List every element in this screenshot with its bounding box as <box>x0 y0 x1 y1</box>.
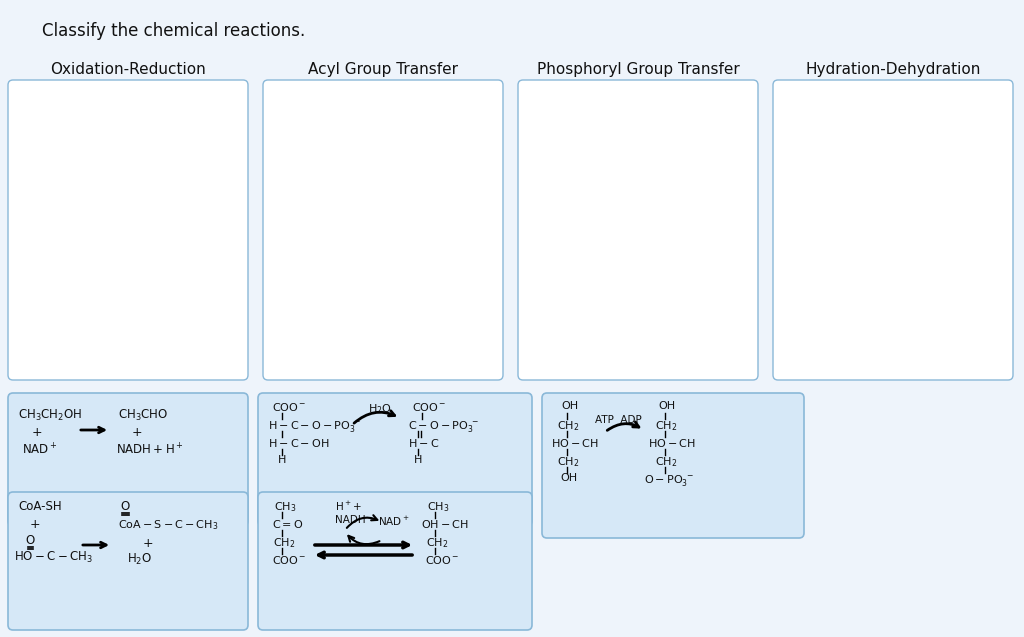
Text: +: + <box>142 537 154 550</box>
FancyBboxPatch shape <box>258 492 532 630</box>
Text: $\mathregular{HO-CH}$: $\mathregular{HO-CH}$ <box>551 437 599 449</box>
Text: $\mathregular{H_2O}$: $\mathregular{H_2O}$ <box>368 402 392 416</box>
FancyBboxPatch shape <box>8 80 248 380</box>
FancyBboxPatch shape <box>258 393 532 526</box>
Text: O: O <box>121 500 130 513</box>
Text: $\mathregular{COO^-}$: $\mathregular{COO^-}$ <box>272 401 306 413</box>
FancyBboxPatch shape <box>263 80 503 380</box>
Text: $\mathregular{H-C}$: $\mathregular{H-C}$ <box>408 437 439 449</box>
Text: Hydration-Dehydration: Hydration-Dehydration <box>805 62 981 77</box>
Text: $\mathregular{CH_3}$: $\mathregular{CH_3}$ <box>274 500 297 514</box>
Text: OH: OH <box>658 401 675 411</box>
Text: +: + <box>32 426 43 439</box>
Text: +: + <box>30 518 41 531</box>
Text: $\mathregular{CH_3}$: $\mathregular{CH_3}$ <box>427 500 450 514</box>
Text: $\mathregular{HO-CH}$: $\mathregular{HO-CH}$ <box>648 437 696 449</box>
Text: Classify the chemical reactions.: Classify the chemical reactions. <box>42 22 305 40</box>
Text: $\mathregular{CH_3CHO}$: $\mathregular{CH_3CHO}$ <box>118 408 168 423</box>
Text: $\mathregular{H-C-OH}$: $\mathregular{H-C-OH}$ <box>268 437 330 449</box>
Text: $\mathregular{CH_3CH_2OH}$: $\mathregular{CH_3CH_2OH}$ <box>18 408 82 423</box>
Text: $\mathregular{COO^-}$: $\mathregular{COO^-}$ <box>425 554 460 566</box>
Text: Oxidation-Reduction: Oxidation-Reduction <box>50 62 206 77</box>
Text: $\mathregular{HO-C-CH_3}$: $\mathregular{HO-C-CH_3}$ <box>14 550 93 565</box>
Text: H: H <box>278 455 286 465</box>
Text: $\mathregular{NAD^+}$: $\mathregular{NAD^+}$ <box>22 442 57 457</box>
FancyBboxPatch shape <box>8 492 248 630</box>
Text: $\mathregular{H^+}$+: $\mathregular{H^+}$+ <box>335 500 361 513</box>
Text: $\mathregular{NADH + H^+}$: $\mathregular{NADH + H^+}$ <box>116 442 183 457</box>
Text: $\mathregular{COO^-}$: $\mathregular{COO^-}$ <box>412 401 446 413</box>
Text: CoA-SH: CoA-SH <box>18 500 61 513</box>
Text: $\mathregular{NAD^+}$: $\mathregular{NAD^+}$ <box>378 515 410 528</box>
Text: $\mathregular{COO^-}$: $\mathregular{COO^-}$ <box>272 554 306 566</box>
Text: $\mathregular{CoA-S-C-CH_3}$: $\mathregular{CoA-S-C-CH_3}$ <box>118 518 218 532</box>
Text: $\mathregular{CH_2}$: $\mathregular{CH_2}$ <box>655 419 678 433</box>
Text: $\mathregular{O-PO_3^{\ -}}$: $\mathregular{O-PO_3^{\ -}}$ <box>644 473 693 488</box>
Text: $\mathregular{CH_2}$: $\mathregular{CH_2}$ <box>426 536 449 550</box>
Text: Acyl Group Transfer: Acyl Group Transfer <box>308 62 458 77</box>
Text: Phosphoryl Group Transfer: Phosphoryl Group Transfer <box>537 62 739 77</box>
Text: $\mathregular{CH_2}$: $\mathregular{CH_2}$ <box>273 536 295 550</box>
Text: O: O <box>26 534 35 547</box>
FancyBboxPatch shape <box>518 80 758 380</box>
Text: $\mathregular{H-C-O-PO_3^{\ -}}$: $\mathregular{H-C-O-PO_3^{\ -}}$ <box>268 419 361 434</box>
FancyBboxPatch shape <box>8 393 248 526</box>
FancyBboxPatch shape <box>542 393 804 538</box>
Text: OH: OH <box>560 473 578 483</box>
Text: $\mathregular{OH-CH}$: $\mathregular{OH-CH}$ <box>421 518 469 530</box>
Text: $\mathregular{CH_2}$: $\mathregular{CH_2}$ <box>655 455 678 469</box>
Text: H: H <box>414 455 422 465</box>
Text: OH: OH <box>561 401 579 411</box>
Text: $\mathregular{CH_2}$: $\mathregular{CH_2}$ <box>557 455 580 469</box>
Text: $\mathregular{C-O-PO_3^{\ -}}$: $\mathregular{C-O-PO_3^{\ -}}$ <box>408 419 479 434</box>
Text: NADH: NADH <box>335 515 366 525</box>
Text: $\mathregular{H_2O}$: $\mathregular{H_2O}$ <box>127 552 153 567</box>
Text: $\mathregular{CH_2}$: $\mathregular{CH_2}$ <box>557 419 580 433</box>
Text: $\mathregular{C=O}$: $\mathregular{C=O}$ <box>272 518 303 530</box>
FancyBboxPatch shape <box>773 80 1013 380</box>
Text: +: + <box>132 426 142 439</box>
Text: ATP  ADP: ATP ADP <box>595 415 641 425</box>
